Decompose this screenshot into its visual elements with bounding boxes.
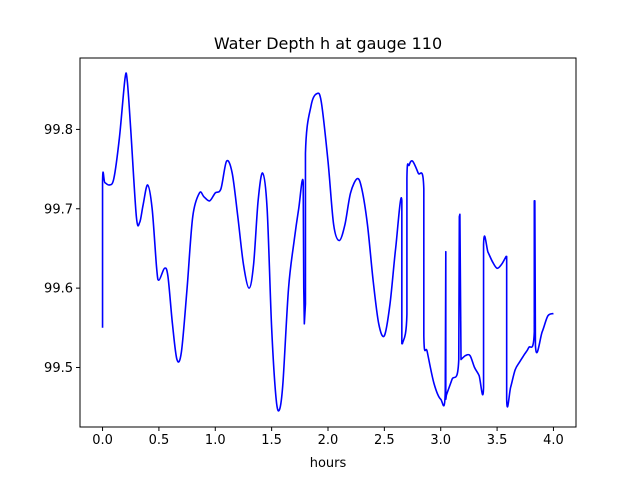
y-tick-label: 99.7 — [44, 202, 73, 217]
y-axis-ticks: 99.5 99.6 99.7 99.8 — [44, 123, 80, 376]
data-series-group — [101, 72, 554, 412]
x-tick-label: 1.0 — [205, 433, 226, 448]
x-tick-label: 3.5 — [487, 433, 508, 448]
x-tick-label: 2.5 — [374, 433, 395, 448]
x-tick-label: 0.0 — [92, 433, 113, 448]
x-tick-label: 2.0 — [318, 433, 339, 448]
y-tick-label: 99.8 — [44, 123, 73, 138]
x-axis-ticks: 0.0 0.5 1.0 1.5 2.0 2.5 3.0 3.5 4.0 — [92, 427, 564, 448]
x-tick-label: 4.0 — [543, 433, 564, 448]
chart-title: Water Depth h at gauge 110 — [214, 34, 442, 53]
x-tick-label: 3.0 — [430, 433, 451, 448]
series-line-0 — [101, 72, 554, 412]
x-tick-label: 0.5 — [149, 433, 170, 448]
x-axis-label: hours — [310, 456, 347, 471]
x-tick-label: 1.5 — [261, 433, 282, 448]
y-tick-label: 99.5 — [44, 361, 73, 376]
y-tick-label: 99.6 — [44, 282, 73, 297]
